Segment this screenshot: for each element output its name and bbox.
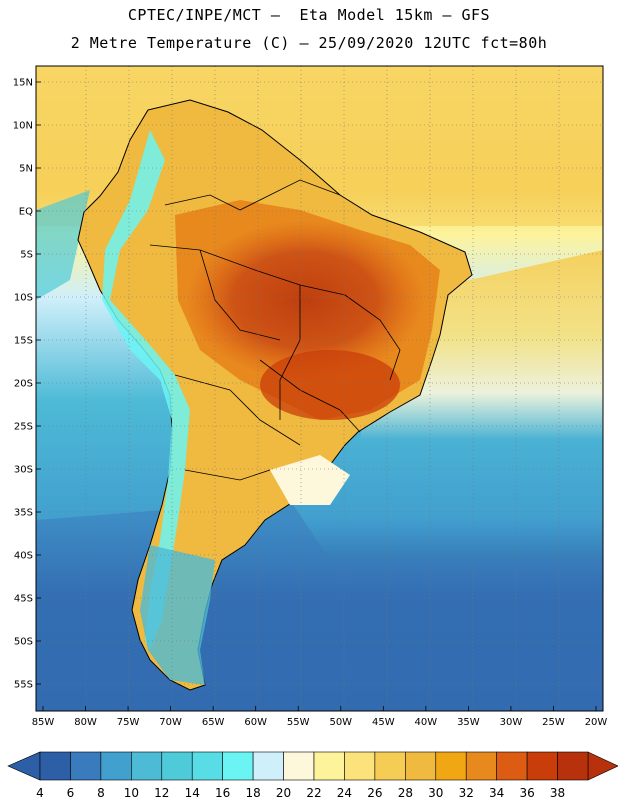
chart-title-line-1: CPTEC/INPE/MCT – Eta Model 15km – GFS bbox=[127, 6, 491, 24]
latitude-axis: 15N 10N 5N EQ 5S 10S 15S 20S 25S 30S 35S 40S 45S 50S 5… bbox=[13, 78, 41, 691]
lon-tick-label: 60W bbox=[244, 717, 267, 728]
colorbar-level-label: 10 bbox=[124, 786, 139, 800]
lat-tick-label: 15S bbox=[14, 336, 33, 347]
colorbar-level-label: 18 bbox=[245, 786, 260, 800]
longitude-axis: 85W 80W 75W 70W 65W 60W 55W 50W 45W 40W 35W 30W 25W 2… bbox=[32, 706, 608, 728]
lon-tick-label: 85W bbox=[32, 717, 55, 728]
patagonia-cool-zone bbox=[140, 545, 215, 685]
south-brazil-hot-core bbox=[260, 350, 400, 420]
colorbar-swatch bbox=[283, 751, 315, 781]
lon-tick-label: 75W bbox=[117, 717, 140, 728]
colorbar-level-label: 24 bbox=[337, 786, 352, 800]
colorbar-level-label: 20 bbox=[276, 786, 291, 800]
colorbar-level-label: 32 bbox=[459, 786, 474, 800]
colorbar-swatch bbox=[405, 751, 437, 781]
lat-tick-label: 20S bbox=[14, 379, 33, 390]
lon-tick-label: 45W bbox=[372, 717, 395, 728]
map-field bbox=[36, 66, 603, 711]
graticule bbox=[36, 66, 603, 711]
colorbar-level-label: 30 bbox=[428, 786, 443, 800]
colorbar-level-label: 22 bbox=[306, 786, 321, 800]
colorbar-swatch bbox=[374, 751, 406, 781]
colorbar-level-label: 6 bbox=[67, 786, 75, 800]
lon-tick-label: 40W bbox=[415, 717, 438, 728]
lon-tick-label: 55W bbox=[287, 717, 310, 728]
temperature-colorbar: 4 6 8 10 12 14 16 18 20 22 24 26 28 30 32 34 36 38 bbox=[7, 751, 618, 800]
lat-tick-label: 55S bbox=[14, 680, 33, 691]
lat-tick-label: 40S bbox=[14, 551, 33, 562]
colorbar-swatch bbox=[465, 751, 497, 781]
colorbar-swatch bbox=[131, 751, 163, 781]
colorbar-swatch bbox=[496, 751, 528, 781]
lat-tick-label: 45S bbox=[14, 594, 33, 605]
country-borders bbox=[149, 179, 401, 481]
brazil-hot-core bbox=[185, 220, 425, 380]
lon-tick-label: 35W bbox=[457, 717, 480, 728]
chart-title-line-2: 2 Metre Temperature (C) – 25/09/2020 12U… bbox=[70, 34, 548, 52]
lat-tick-label: 10N bbox=[13, 121, 33, 132]
colorbar-swatch bbox=[313, 751, 345, 781]
lat-tick-label: 15N bbox=[13, 78, 33, 89]
colorbar-level-label: 14 bbox=[185, 786, 200, 800]
lon-tick-label: 25W bbox=[542, 717, 565, 728]
colorbar-level-label: 38 bbox=[550, 786, 565, 800]
colorbar-level-label: 26 bbox=[367, 786, 382, 800]
colorbar-swatch bbox=[222, 751, 254, 781]
lon-tick-label: 80W bbox=[74, 717, 97, 728]
colorbar-swatch bbox=[39, 751, 71, 781]
colorbar-swatch bbox=[191, 751, 223, 781]
lat-tick-label: 30S bbox=[14, 465, 33, 476]
lon-tick-label: 30W bbox=[500, 717, 523, 728]
colorbar-level-label: 36 bbox=[519, 786, 534, 800]
colorbar-swatch bbox=[526, 751, 558, 781]
colorbar-level-label: 8 bbox=[97, 786, 105, 800]
colorbar-level-label: 28 bbox=[398, 786, 413, 800]
colorbar-high-arrow bbox=[587, 751, 618, 781]
colorbar-swatch bbox=[435, 751, 467, 781]
lat-tick-label: 50S bbox=[14, 637, 33, 648]
colorbar-level-label: 34 bbox=[489, 786, 504, 800]
colorbar-level-label: 16 bbox=[215, 786, 230, 800]
map-frame bbox=[35, 65, 604, 712]
colorbar-swatch bbox=[557, 751, 589, 781]
lon-tick-label: 70W bbox=[159, 717, 182, 728]
rio-de-la-plata-cool-zone bbox=[270, 455, 350, 505]
colorbar-low-arrow bbox=[7, 751, 41, 781]
colorbar-swatch bbox=[252, 751, 284, 781]
lat-tick-label: 5S bbox=[20, 250, 33, 261]
colorbar-level-label: 4 bbox=[36, 786, 44, 800]
colorbar-swatch bbox=[70, 751, 102, 781]
lon-tick-label: 50W bbox=[329, 717, 352, 728]
lat-tick-label: EQ bbox=[19, 207, 33, 218]
lat-tick-label: 25S bbox=[14, 422, 33, 433]
andes-cold-band bbox=[102, 130, 190, 650]
lon-tick-label: 20W bbox=[585, 717, 608, 728]
lat-tick-label: 5N bbox=[19, 164, 33, 175]
lat-tick-label: 35S bbox=[14, 508, 33, 519]
colorbar-swatch bbox=[344, 751, 376, 781]
colorbar-level-label: 12 bbox=[154, 786, 169, 800]
lat-tick-label: 10S bbox=[14, 293, 33, 304]
pacific-equatorial-field bbox=[36, 190, 90, 300]
colorbar-swatch bbox=[161, 751, 193, 781]
lon-tick-label: 65W bbox=[202, 717, 225, 728]
colorbar-swatch bbox=[100, 751, 132, 781]
